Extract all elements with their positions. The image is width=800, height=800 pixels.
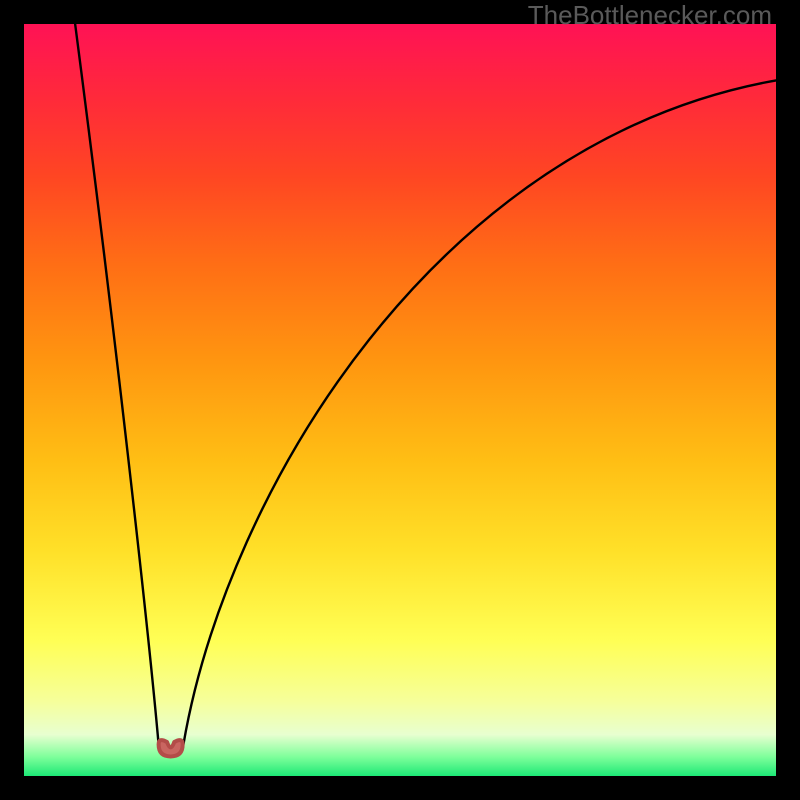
watermark-text: TheBottlenecker.com bbox=[528, 0, 772, 31]
chart-svg bbox=[0, 0, 800, 800]
gradient-background bbox=[24, 24, 776, 776]
chart-frame: TheBottlenecker.com bbox=[0, 0, 800, 800]
